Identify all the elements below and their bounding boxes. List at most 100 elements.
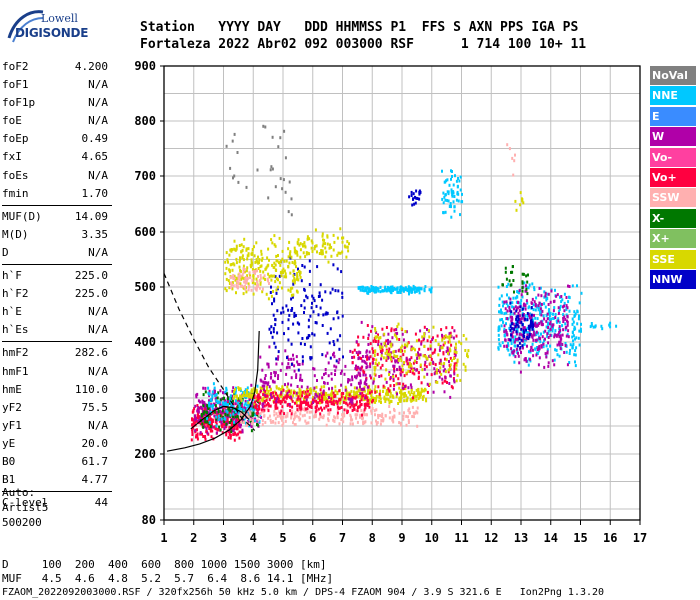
echo-point — [440, 372, 443, 376]
echo-point — [564, 326, 567, 330]
echo-point — [359, 415, 361, 419]
echo-point — [574, 364, 577, 368]
echo-point — [437, 369, 440, 372]
echo-point — [332, 263, 335, 267]
echo-point — [511, 270, 514, 274]
echo-point — [393, 384, 396, 387]
echo-point — [327, 374, 330, 378]
echo-point — [270, 325, 273, 329]
echo-point — [358, 350, 361, 354]
echo-point — [548, 314, 551, 317]
echo-point — [380, 351, 383, 355]
echo-point — [214, 397, 217, 401]
logo-line1: Lowell — [41, 12, 78, 25]
echo-point — [232, 176, 234, 180]
param-row: hmF2 282.6 — [2, 344, 110, 362]
echo-point — [362, 416, 364, 420]
echo-point — [299, 255, 302, 259]
echo-point — [196, 415, 199, 419]
param-name: foF2 — [2, 60, 29, 73]
echo-point — [215, 427, 218, 431]
echo-point — [298, 273, 301, 277]
echo-point — [212, 382, 215, 386]
echo-point — [261, 290, 264, 294]
echo-point — [246, 388, 249, 392]
echo-point — [200, 405, 202, 409]
echo-point — [302, 244, 304, 248]
echo-point — [242, 393, 245, 397]
echo-point — [351, 401, 354, 405]
echo-point — [192, 421, 195, 425]
echo-point — [528, 327, 531, 331]
echo-point — [321, 324, 324, 327]
echo-point — [275, 357, 278, 361]
echo-point — [510, 310, 513, 314]
echo-point — [537, 293, 540, 297]
echo-point — [354, 391, 357, 395]
echo-point — [275, 269, 278, 272]
echo-point — [294, 401, 296, 405]
echo-point — [450, 385, 453, 389]
profile-curve-0 — [163, 273, 256, 431]
echo-point — [292, 322, 295, 326]
echo-point — [290, 376, 293, 380]
echo-point — [356, 395, 359, 399]
echo-point — [266, 407, 269, 411]
echo-point — [293, 369, 296, 373]
echo-point — [308, 237, 311, 241]
echo-point — [383, 395, 386, 399]
echo-point — [244, 407, 247, 411]
echo-point — [208, 389, 211, 393]
echo-point — [228, 401, 231, 405]
echo-point — [301, 355, 304, 359]
echo-point — [323, 385, 326, 389]
echo-point — [535, 296, 538, 300]
echo-point — [267, 196, 270, 200]
echo-point — [219, 398, 222, 402]
echo-point — [319, 400, 322, 404]
echo-point — [498, 342, 501, 346]
echo-point — [417, 393, 420, 397]
echo-point — [507, 343, 510, 347]
echo-point — [351, 378, 354, 382]
echo-point — [388, 289, 391, 293]
echo-point — [526, 318, 529, 322]
echo-point — [335, 365, 338, 369]
echo-point — [283, 129, 286, 133]
echo-point — [531, 321, 534, 325]
echo-point — [304, 245, 307, 249]
echo-point — [208, 411, 210, 415]
echo-point — [417, 351, 419, 355]
echo-point — [231, 287, 234, 291]
echo-point — [311, 241, 314, 245]
echo-point — [202, 386, 205, 390]
echo-point — [263, 274, 266, 278]
echo-point — [258, 401, 261, 405]
echo-point — [287, 210, 290, 214]
echo-point — [357, 389, 360, 393]
echo-point — [549, 322, 551, 326]
echo-point — [210, 435, 213, 439]
echo-point — [349, 418, 352, 422]
echo-point — [269, 376, 272, 380]
echo-point — [367, 291, 370, 295]
echo-point — [256, 285, 259, 288]
echo-point — [217, 418, 220, 422]
echo-point — [318, 417, 321, 421]
echo-point — [557, 319, 560, 323]
echo-point — [503, 300, 506, 304]
echo-point — [385, 358, 388, 362]
echo-point — [371, 325, 374, 329]
echo-point — [210, 418, 213, 422]
echo-point — [356, 391, 359, 395]
echo-point — [564, 317, 567, 321]
echo-point — [243, 417, 246, 421]
echo-point — [297, 331, 300, 335]
echo-point — [295, 391, 298, 395]
echo-point — [424, 360, 427, 364]
echo-point — [503, 330, 506, 334]
echo-point — [420, 390, 423, 393]
echo-point — [499, 310, 502, 314]
echo-point — [288, 261, 291, 265]
echo-point — [509, 312, 512, 316]
